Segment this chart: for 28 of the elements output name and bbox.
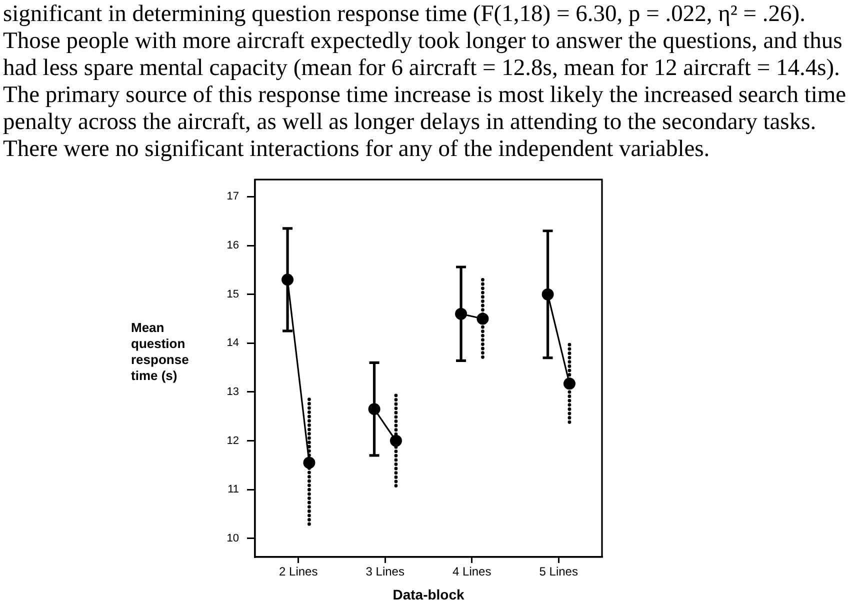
y-tick-label: 13 (226, 386, 239, 398)
point (368, 403, 380, 416)
y-tick-label: 12 (226, 434, 239, 447)
y-tick-label: 15 (226, 288, 239, 300)
x-tick-label: 4 Lines (452, 564, 492, 579)
y-tick-label: 11 (228, 484, 239, 496)
text: Those people with more aircraft expectedly took longer to answer the questions, and thus (3, 28, 844, 55)
y-tick-label: 14 (226, 337, 239, 350)
x-tick-label: 2 Lines (279, 564, 318, 579)
point (563, 378, 576, 390)
x-tick-label: 3 Lines (366, 564, 404, 579)
y-tick-label: 17 (226, 190, 239, 203)
point (282, 274, 294, 286)
point (455, 308, 468, 320)
y-tick-label: 10 (226, 532, 239, 544)
y-axis-title: Mean question response time (s) (131, 320, 190, 384)
text: There were no significant interactions for any of the independent variables. (3, 136, 711, 163)
text: The primary source of this response time increase is most likely the increased search time (3, 82, 846, 109)
text: penalty across the aircraft, as well as longer delays in attending to the secondary tasks. (3, 109, 818, 136)
y-tick-label: 16 (226, 240, 239, 252)
point (390, 434, 402, 447)
text: significant in determining question response time (F(1,18) = 6.30, p = .022, η² = .26). (3, 1, 806, 28)
x-axis-title: Data-block (392, 586, 464, 602)
point (476, 312, 489, 325)
point (542, 288, 554, 300)
point (303, 456, 316, 469)
x-tick-label: 5 Lines (539, 564, 578, 579)
text: had less spare mental capacity (mean for 6 aircraft = 12.8s, mean for 12 aircraft = 14.4s). (3, 55, 841, 82)
